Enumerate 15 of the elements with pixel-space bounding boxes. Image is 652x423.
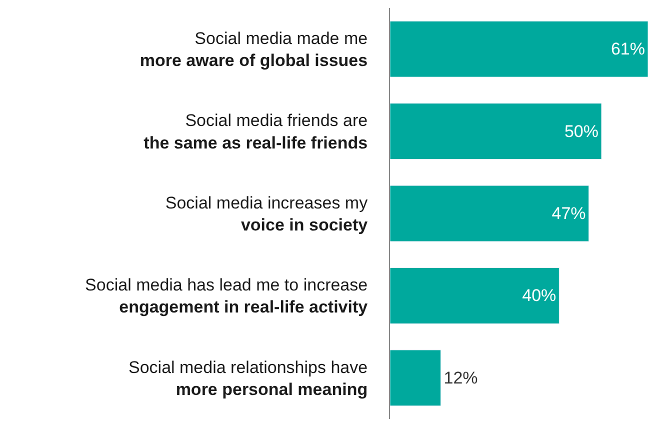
data-label: 50% [564,122,598,141]
y-tick-label: Social media increases my voice in society [165,193,368,234]
data-label: 47% [552,204,586,223]
bar [390,103,602,160]
y-tick-label: Social media relationships have more personal meaning [128,358,368,399]
y-tick-label: Social media has lead me to increase engagement in real-life activity [85,276,368,317]
bar [390,185,590,242]
y-tick-label: Social media made me more aware of global issues [140,29,368,70]
data-label: 61% [610,40,645,59]
data-label: 12% [444,368,478,388]
bar [390,350,441,406]
y-tick-label: Social media friends are the same as real-life friends [144,111,368,152]
bar [390,268,560,324]
bar [390,20,648,78]
data-label: 40% [522,286,556,306]
